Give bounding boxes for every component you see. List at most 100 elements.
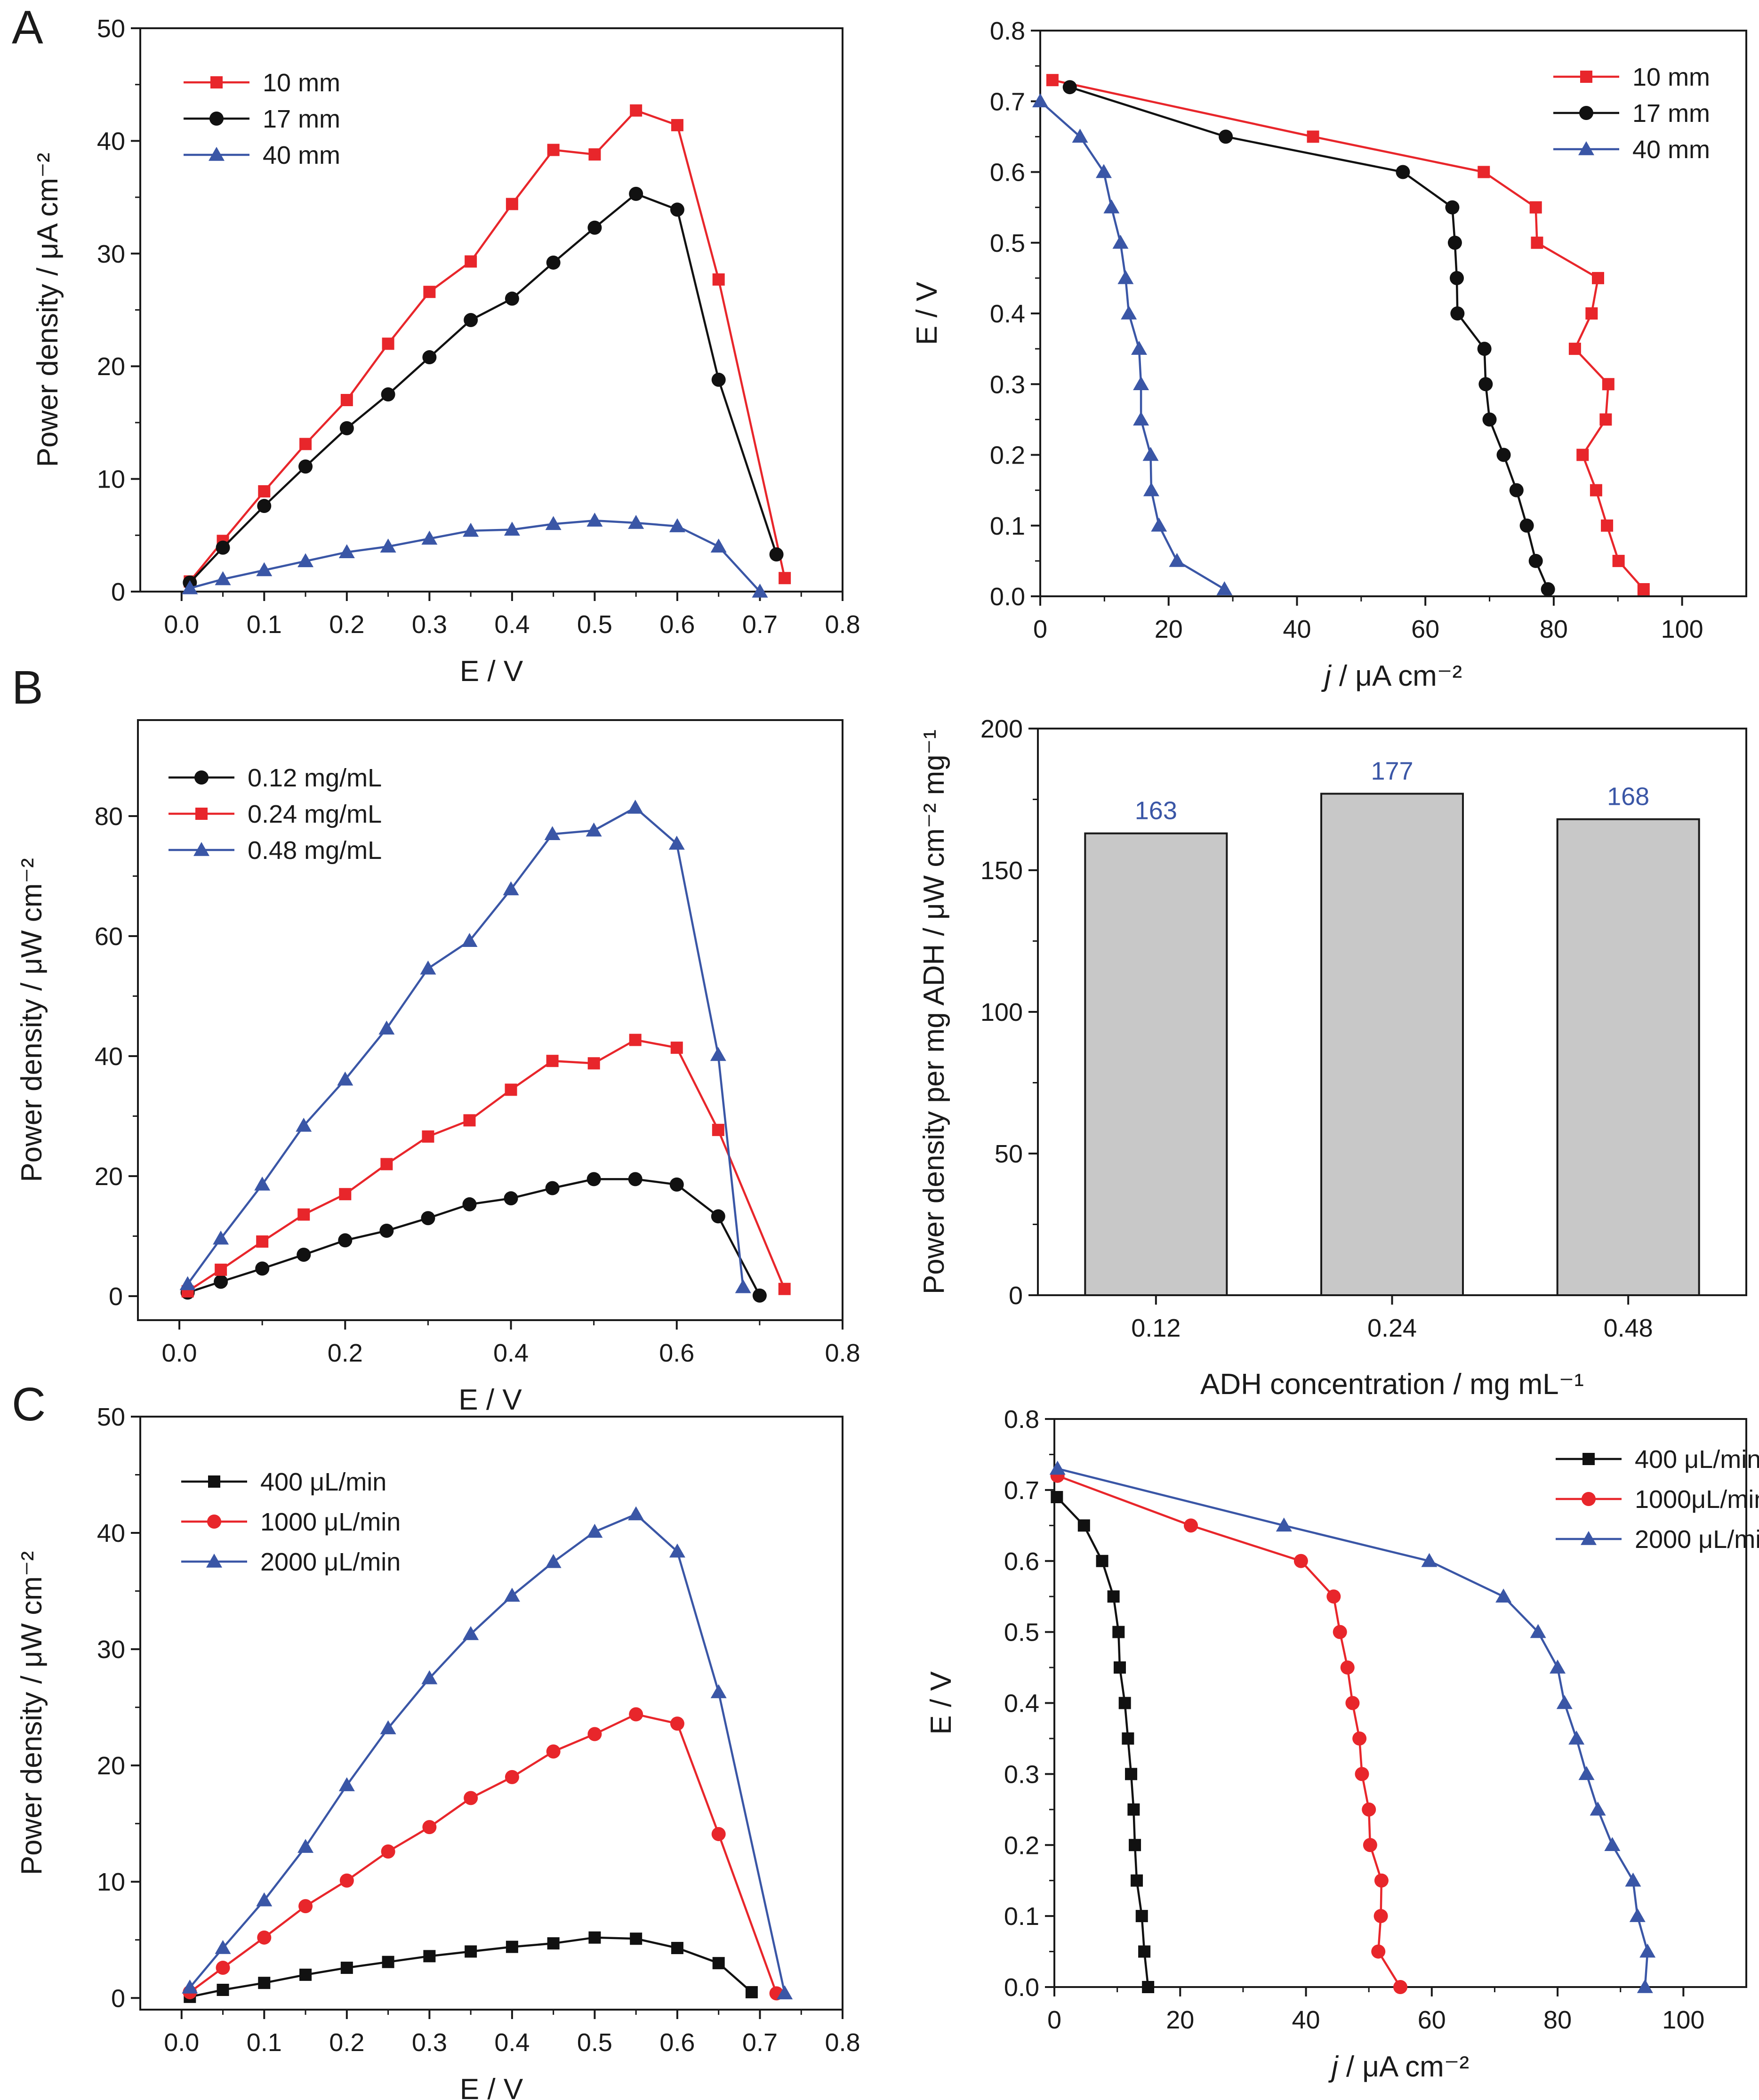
y-axis-label: Power density / μW cm⁻² [16,858,48,1182]
legend-label: 0.24 mg/mL [248,800,382,828]
y-tick-label: 30 [97,240,125,268]
series-line [187,1039,786,1292]
data-point [586,513,603,527]
legend: 10 mm 17 mm 40 mm [184,69,340,169]
series-2 [1049,1460,1656,1993]
legend-marker [195,808,208,820]
x-tick-label: 0.5 [577,610,612,639]
series-line [187,1178,761,1296]
x-tick-label: 40 [1283,615,1311,643]
data-point [380,1720,396,1734]
data-point [711,1209,725,1224]
y-tick-label: 0.2 [990,441,1025,470]
data-point [545,516,562,530]
y-tick-label: 150 [980,857,1023,885]
data-point [298,459,313,474]
data-point [1639,1943,1656,1958]
x-axis-label-unit: / μA cm⁻² [1338,2051,1470,2083]
data-point [258,485,271,497]
y-tick-label: 0.7 [990,88,1025,116]
series-0 [180,1172,767,1303]
data-point [1122,1732,1134,1745]
x-axis-label: j / μA cm⁻² [1328,2051,1469,2083]
data-point [421,1670,438,1684]
legend-marker [1579,106,1593,120]
data-point [1032,93,1048,107]
x-tick-label: 0.8 [825,2028,860,2057]
series-line [189,109,786,582]
data-point [670,202,684,217]
x-tick-label: 0.4 [494,2028,530,2057]
data-point [752,1288,767,1303]
bar-value-label: 163 [1135,797,1177,825]
legend: 400 μL/min 1000μL/min 2000 μL/min [1556,1445,1759,1554]
legend-label: 2000 μL/min [260,1548,401,1576]
legend-marker [194,770,209,785]
legend-label: 400 μL/min [1635,1445,1759,1474]
data-point [1326,1589,1341,1604]
data-point [423,1950,436,1963]
data-point [1374,1873,1389,1888]
data-point [547,144,560,156]
data-point [630,1932,643,1945]
data-point [778,1282,791,1295]
legend-label: 17 mm [263,105,340,133]
data-point [338,1777,355,1791]
data-point [1169,553,1185,567]
data-point [506,1940,518,1953]
data-point [506,198,518,210]
y-tick-label: 20 [97,353,125,381]
data-point [586,1523,603,1538]
x-tick-label: 0 [1047,2006,1061,2034]
y-tick-label: 0.6 [1004,1547,1039,1576]
x-tick-label: 0.6 [659,1339,694,1367]
legend: 400 μL/min 1000 μL/min 2000 μL/min [181,1468,401,1576]
y-tick-label: 0.1 [990,512,1025,540]
data-point [461,933,478,947]
data-point [380,1158,393,1170]
data-point [711,372,726,387]
data-point [462,1197,477,1211]
data-point [1112,1626,1125,1638]
data-point [587,1727,602,1741]
x-tick-label: 0.2 [328,1339,363,1367]
data-point [1602,378,1614,391]
data-point [587,1057,600,1070]
data-point [1450,306,1465,321]
data-point [215,1940,231,1954]
series-0 [1046,74,1650,595]
data-point [588,148,601,161]
x-tick-label: 0.4 [493,1339,529,1367]
data-point [338,1233,353,1248]
y-tick-label: 0.7 [1004,1476,1039,1505]
legend-label: 2000 μL/min [1635,1525,1759,1554]
legend-label: 400 μL/min [260,1468,386,1496]
data-point [1340,1660,1355,1675]
y-tick-label: 30 [97,1635,125,1664]
y-tick-label: 10 [97,1868,125,1896]
data-point [1216,581,1233,595]
data-point [629,1707,643,1722]
data-point [464,1791,478,1805]
y-tick-label: 0 [109,1282,123,1311]
data-point [1333,1625,1347,1639]
data-point [463,522,479,537]
y-tick-label: 0.1 [1004,1902,1039,1931]
y-tick-label: 0.2 [1004,1831,1039,1860]
series-0 [184,104,791,588]
data-point [1447,235,1462,250]
data-point [1482,412,1497,427]
x-tick-label: 0.2 [329,610,364,639]
data-point [465,255,477,268]
data-point [296,1117,312,1132]
series-line [1039,100,1225,590]
series-0 [1051,1491,1155,1993]
data-point [711,1827,726,1841]
data-point [712,273,725,286]
data-point [628,1506,644,1521]
data-point [256,1892,273,1907]
data-point [1135,1910,1148,1923]
data-point [214,1274,228,1289]
data-point [630,104,643,117]
legend-marker [207,1515,221,1529]
